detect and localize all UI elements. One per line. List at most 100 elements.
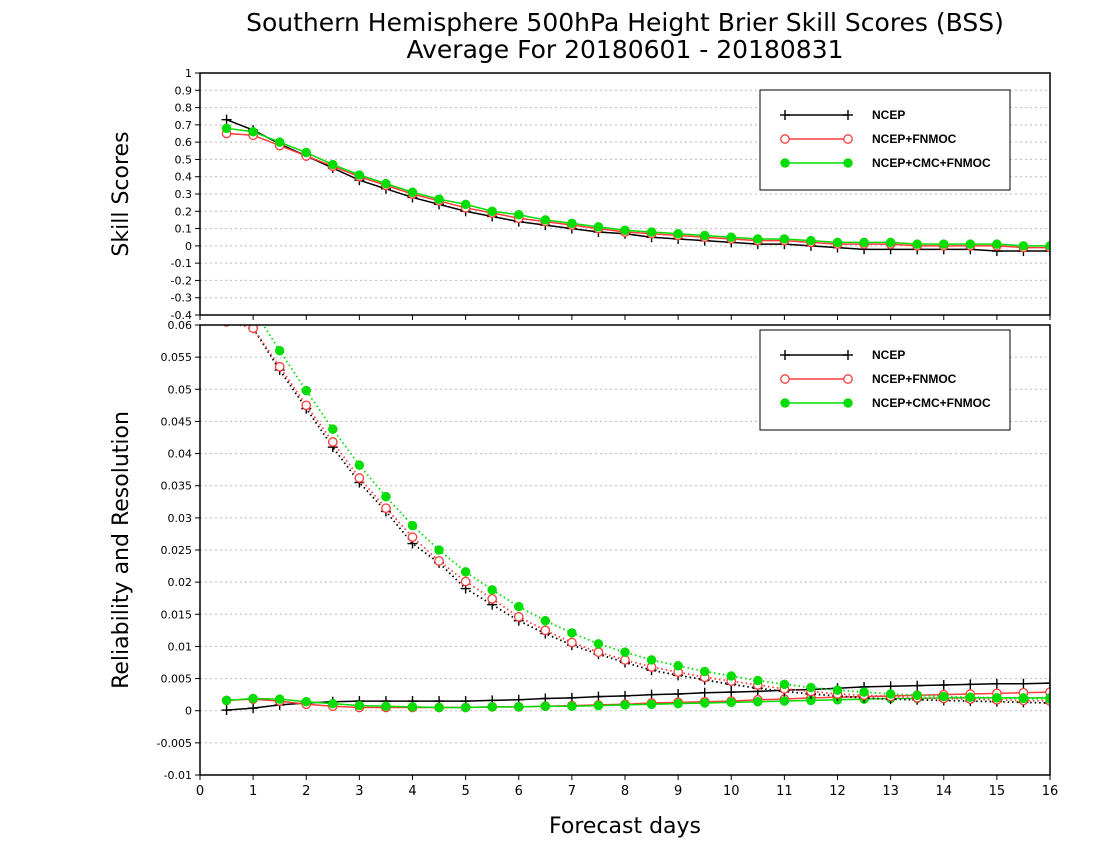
- data-point-cmc: [620, 700, 630, 710]
- y-tick-label: 0.015: [161, 608, 193, 621]
- data-point-cmc: [699, 230, 710, 241]
- y-tick-label: 0: [185, 240, 192, 253]
- data-point-cmc: [593, 700, 604, 711]
- data-point-cmc: [806, 682, 816, 693]
- chart-panel-2: 0.060.0550.050.0450.040.0350.030.0250.02…: [109, 295, 1058, 799]
- y-axis-label: Reliability and Resolution: [109, 411, 134, 689]
- data-point-cmc: [1045, 694, 1050, 704]
- y-tick-label: 0.05: [168, 383, 193, 396]
- data-point-fnmoc: [381, 503, 391, 514]
- data-point-cmc: [753, 234, 763, 244]
- legend-item-cmc: NCEP+CMC+FNMOC: [780, 156, 991, 170]
- data-point-cmc: [885, 689, 896, 699]
- y-tick-label: 0.045: [161, 415, 193, 428]
- legend-marker: [843, 158, 853, 168]
- data-point-cmc: [540, 701, 551, 711]
- y-tick-label: 0: [185, 705, 192, 718]
- legend-item-ncep: NCEP: [780, 348, 905, 362]
- legend-item-cmc: NCEP+CMC+FNMOC: [780, 396, 991, 410]
- legend-box: [759, 89, 1011, 191]
- data-point-cmc: [726, 697, 736, 708]
- x-tick-label: 5: [461, 784, 469, 799]
- legend-label: NCEP+FNMOC: [872, 132, 957, 146]
- x-tick-label: 6: [515, 784, 523, 799]
- legend-marker: [780, 350, 790, 360]
- legend-item-fnmoc: NCEP+FNMOC: [780, 372, 957, 386]
- data-point-cmc: [912, 690, 922, 701]
- legend-marker: [780, 134, 790, 144]
- data-point-cmc: [965, 692, 976, 702]
- data-point-fnmoc: [407, 532, 418, 542]
- data-point-fnmoc: [301, 400, 312, 411]
- y-tick-label: -0.2: [171, 274, 192, 287]
- legend-marker: [843, 350, 853, 360]
- data-point-cmc: [460, 567, 471, 577]
- data-point-cmc: [301, 385, 311, 396]
- legend: NCEP NCEP+FNMOC NCEP+CMC+FNMOC: [759, 89, 1011, 191]
- chart-title-line2: Average For 20180601 - 20180831: [406, 35, 843, 64]
- data-point-ncep: [593, 691, 604, 702]
- legend-marker: [843, 374, 853, 384]
- data-point-cmc: [407, 702, 418, 712]
- data-point-cmc: [460, 702, 471, 713]
- data-point-cmc: [460, 199, 471, 210]
- data-point-cmc: [726, 232, 736, 242]
- data-point-cmc: [1018, 241, 1029, 251]
- data-point-cmc: [222, 295, 231, 304]
- data-point-cmc: [912, 239, 922, 249]
- data-point-cmc: [221, 695, 232, 706]
- data-point-ncep: [1045, 678, 1050, 689]
- data-point-ncep: [248, 703, 259, 714]
- data-point-ncep: [646, 689, 657, 700]
- legend-label: NCEP+FNMOC: [872, 372, 957, 386]
- data-point-cmc: [779, 679, 790, 690]
- data-point-cmc: [593, 222, 604, 232]
- data-point-cmc: [1018, 693, 1029, 704]
- data-point-cmc: [567, 701, 577, 711]
- data-point-cmc: [514, 601, 524, 612]
- data-point-cmc: [1045, 241, 1050, 251]
- y-tick-label: 0.4: [175, 171, 193, 184]
- legend-box: [759, 329, 1011, 431]
- data-point-fnmoc: [620, 655, 630, 665]
- x-tick-label: 3: [355, 784, 363, 799]
- plot-area: [221, 114, 1050, 257]
- y-axis-label: Skill Scores: [109, 131, 134, 256]
- series-line-ncep-solid: [226, 682, 1050, 711]
- y-tick-label: 0.055: [161, 351, 193, 364]
- data-point-cmc: [434, 194, 444, 204]
- x-tick-label: 2: [302, 784, 310, 799]
- data-point-cmc: [381, 701, 391, 711]
- x-axis-label: Forecast days: [549, 814, 701, 839]
- chart-panel-1: 1 0.9 0.8 0.7 0.6 0.5 0.4 0.3 0.2 0.1 0 -0.1 -0.2 -0.…: [109, 67, 1051, 322]
- y-tick-label: 0.8: [175, 102, 193, 115]
- data-point-cmc: [806, 235, 816, 246]
- data-point-cmc: [328, 698, 338, 709]
- y-tick-label: 0.06: [168, 319, 193, 332]
- data-point-cmc: [381, 491, 391, 502]
- x-tick-label: 8: [621, 784, 629, 799]
- data-point-cmc: [514, 209, 524, 220]
- data-point-cmc: [646, 699, 657, 710]
- plot-frame: [199, 324, 1051, 776]
- data-point-cmc: [407, 187, 418, 198]
- legend-item-fnmoc: NCEP+FNMOC: [780, 132, 957, 146]
- x-tick-label: 13: [882, 784, 899, 799]
- data-point-cmc: [487, 702, 497, 712]
- x-tick-label: 14: [935, 784, 952, 799]
- data-point-fnmoc: [354, 473, 365, 483]
- data-point-ncep: [620, 690, 630, 701]
- legend-marker: [843, 398, 853, 408]
- data-point-ncep: [991, 678, 1002, 689]
- data-point-cmc: [832, 685, 843, 695]
- data-point-cmc: [381, 178, 391, 189]
- data-point-cmc: [859, 687, 869, 697]
- data-point-ncep: [938, 680, 949, 690]
- y-tick-label: 0.005: [161, 673, 193, 686]
- data-point-cmc: [939, 691, 949, 702]
- legend-marker: [780, 110, 790, 120]
- legend-marker: [780, 374, 790, 384]
- data-point-cmc: [567, 218, 577, 229]
- y-tick-label: -0.1: [171, 257, 192, 270]
